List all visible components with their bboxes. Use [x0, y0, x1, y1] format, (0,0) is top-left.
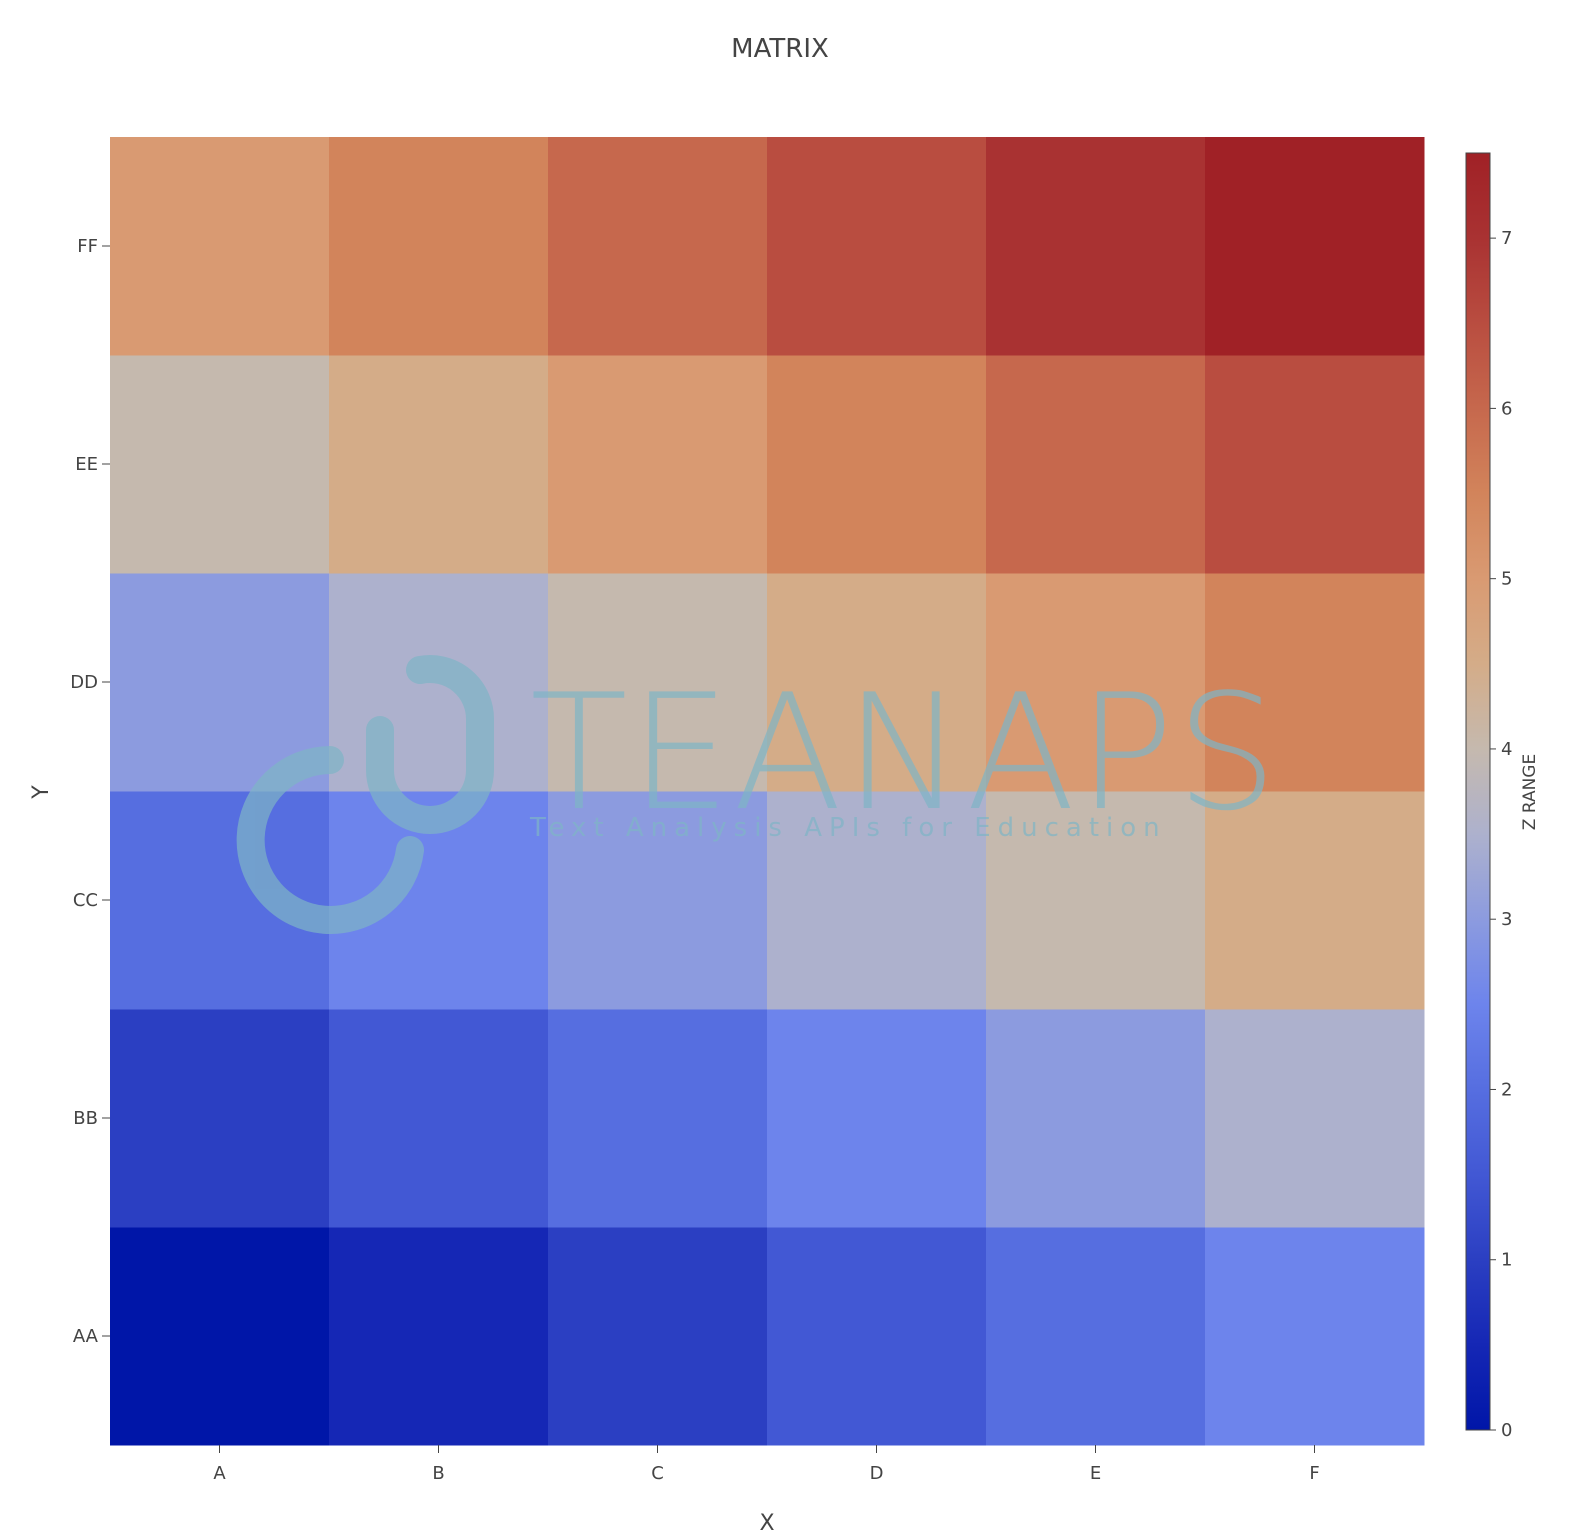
colorbar-tick-label: 5: [1501, 569, 1512, 590]
colorbar-tick-label: 7: [1501, 228, 1512, 249]
heatmap-cell: [1205, 137, 1425, 356]
heatmap-cell: [767, 1227, 987, 1446]
heatmap-cell: [548, 1227, 768, 1446]
heatmap-cell: [1205, 1009, 1425, 1228]
heatmap-cell: [986, 1009, 1206, 1228]
colorbar-tick-label: 4: [1501, 739, 1512, 760]
colorbar-title: Z RANGE: [1520, 754, 1540, 830]
chart-title: MATRIX: [731, 34, 829, 64]
heatmap-cell: [1205, 791, 1425, 1010]
y-axis: AA BB CC DD EE FF: [70, 236, 110, 1347]
heatmap-cell: [986, 573, 1206, 792]
heatmap-cells: [110, 137, 1425, 1446]
heatmap-cell: [767, 1009, 987, 1228]
heatmap-cell: [329, 1227, 549, 1446]
heatmap-cell: [767, 791, 987, 1010]
heatmap-cell: [767, 573, 987, 792]
heatmap-cell: [110, 137, 330, 356]
heatmap-cell: [110, 355, 330, 574]
watermark-tagline: Text Analysis APIs for Education: [529, 813, 1167, 843]
heatmap-cell: [110, 1227, 330, 1446]
heatmap-cell: [548, 573, 768, 792]
heatmap-cell: [548, 791, 768, 1010]
heatmap-cell: [110, 1009, 330, 1228]
heatmap-cell: [329, 137, 549, 356]
y-tick-label: CC: [73, 890, 98, 911]
y-axis-title: Y: [29, 785, 54, 800]
x-tick-label: B: [432, 1463, 444, 1484]
y-tick-label: DD: [70, 672, 98, 693]
heatmap-cell: [329, 1009, 549, 1228]
colorbar-tick-label: 0: [1501, 1420, 1512, 1441]
teanaps-watermark: TEANAPS Text Analysis APIs for Education: [236, 655, 1279, 934]
y-tick-label: EE: [75, 454, 98, 475]
heatmap-cell: [548, 355, 768, 574]
colorbar-tick-label: 2: [1501, 1079, 1512, 1100]
heatmap-cell: [767, 355, 987, 574]
heatmap-cell: [986, 137, 1206, 356]
heatmap-cell: [1205, 355, 1425, 574]
colorbar-tick-label: 3: [1501, 909, 1512, 930]
x-tick-label: E: [1090, 1463, 1101, 1484]
heatmap-cell: [986, 355, 1206, 574]
colorbar-tick-label: 6: [1501, 398, 1512, 419]
x-tick-label: D: [870, 1463, 884, 1484]
x-tick-label: C: [651, 1463, 664, 1484]
colorbar-tick-label: 1: [1501, 1250, 1512, 1271]
x-tick-label: A: [213, 1463, 226, 1484]
heatmap-cell: [548, 1009, 768, 1228]
heatmap-cell: [329, 355, 549, 574]
heatmap-cell: [767, 137, 987, 356]
heatmap-cell: [986, 791, 1206, 1010]
heatmap-cell: [986, 1227, 1206, 1446]
y-tick-label: FF: [77, 236, 98, 257]
x-tick-label: F: [1309, 1463, 1319, 1484]
colorbar-gradient: [1465, 152, 1491, 1431]
y-tick-label: AA: [73, 1326, 99, 1347]
watermark-brand: TEANAPS: [530, 659, 1279, 846]
x-axis: A B C D E F: [213, 1445, 1320, 1484]
y-tick-label: BB: [73, 1108, 98, 1129]
x-axis-title: X: [759, 1511, 774, 1536]
heatmap-cell: [1205, 573, 1425, 792]
colorbar: 0 1 2 3 4 5 6 7 Z RANGE: [1465, 152, 1540, 1441]
teanaps-logo-icon: [236, 655, 494, 934]
heatmap-cell: [1205, 1227, 1425, 1446]
heatmap-cell: [548, 137, 768, 356]
colorbar-ticks: 0 1 2 3 4 5 6 7: [1490, 228, 1512, 1441]
